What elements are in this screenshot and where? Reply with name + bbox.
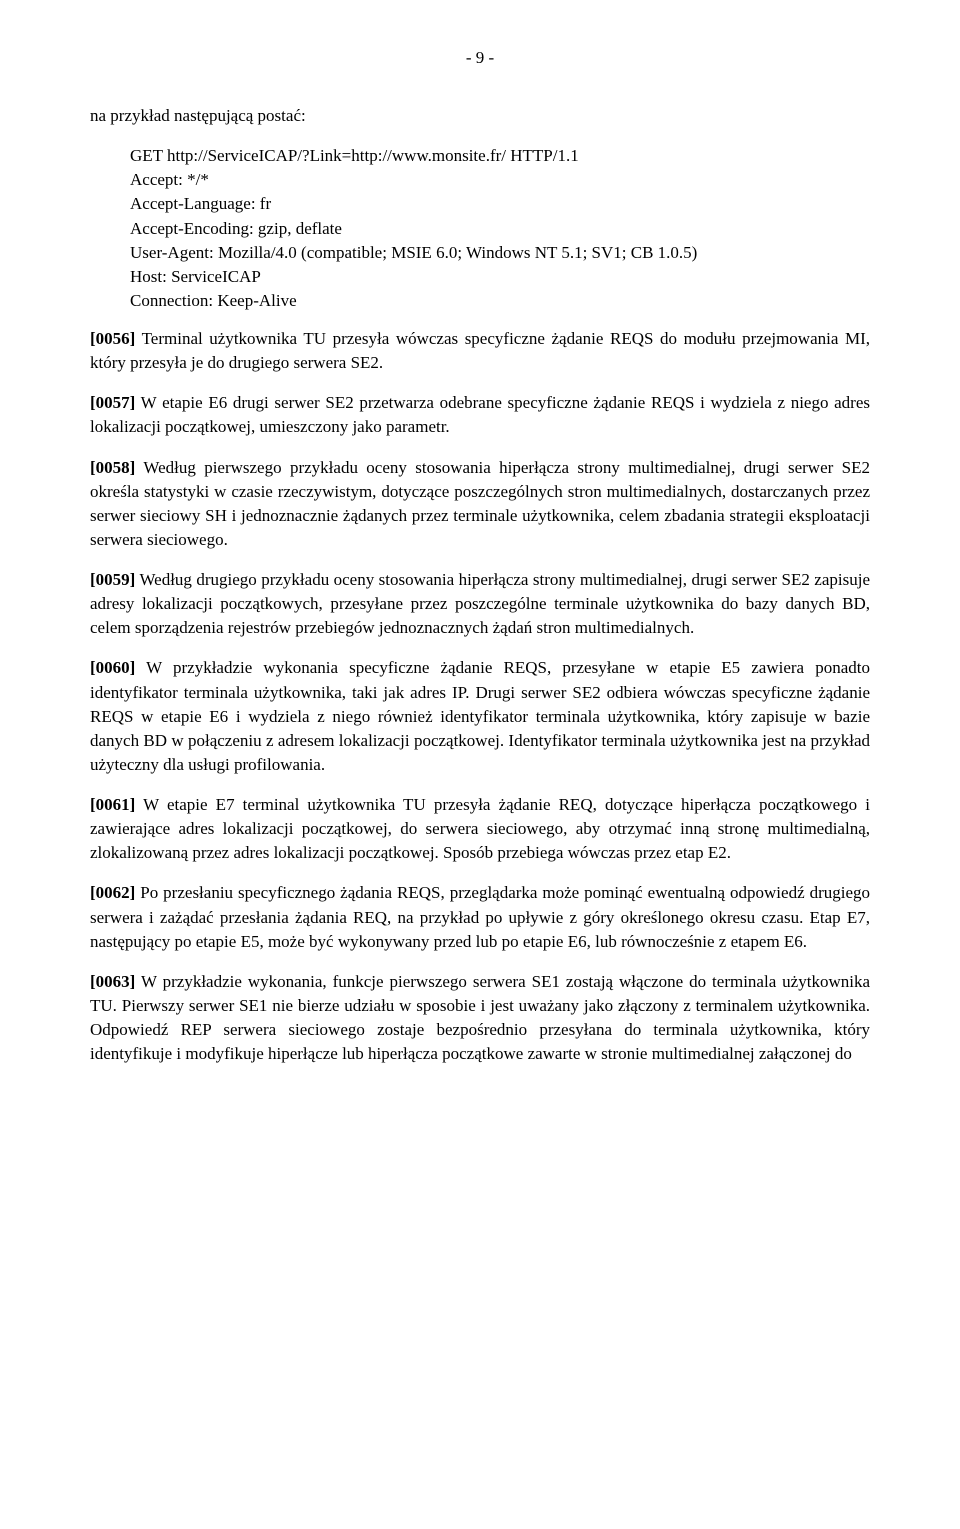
http-line-3: Accept-Language: fr <box>130 192 870 216</box>
para-prefix-0060: [0060] <box>90 658 135 677</box>
para-text-0062: Po przesłaniu specyficznego żądania REQS… <box>90 883 870 950</box>
paragraph-0057: [0057] W etapie E6 drugi serwer SE2 prze… <box>90 391 870 439</box>
para-text-0059: Według drugiego przykładu oceny stosowan… <box>90 570 870 637</box>
intro-paragraph: na przykład następującą postać: <box>90 104 870 128</box>
para-prefix-0056: [0056] <box>90 329 135 348</box>
paragraph-0061: [0061] W etapie E7 terminal użytkownika … <box>90 793 870 865</box>
paragraph-0056: [0056] Terminal użytkownika TU przesyła … <box>90 327 870 375</box>
para-text-0057: W etapie E6 drugi serwer SE2 przetwarza … <box>90 393 870 436</box>
para-prefix-0057: [0057] <box>90 393 135 412</box>
paragraph-0058: [0058] Według pierwszego przykładu oceny… <box>90 456 870 553</box>
paragraph-0060: [0060] W przykładzie wykonania specyficz… <box>90 656 870 777</box>
para-prefix-0062: [0062] <box>90 883 135 902</box>
para-text-0060: W przykładzie wykonania specyficzne żąda… <box>90 658 870 774</box>
document-page: - 9 - na przykład następującą postać: GE… <box>0 0 960 1130</box>
http-line-5: User-Agent: Mozilla/4.0 (compatible; MSI… <box>130 241 870 265</box>
paragraph-0062: [0062] Po przesłaniu specyficznego żądan… <box>90 881 870 953</box>
http-line-1: GET http://ServiceICAP/?Link=http://www.… <box>130 144 870 168</box>
paragraph-0059: [0059] Według drugiego przykładu oceny s… <box>90 568 870 640</box>
http-request-block: GET http://ServiceICAP/?Link=http://www.… <box>130 144 870 313</box>
para-prefix-0063: [0063] <box>90 972 135 991</box>
para-prefix-0059: [0059] <box>90 570 135 589</box>
http-line-4: Accept-Encoding: gzip, deflate <box>130 217 870 241</box>
http-line-2: Accept: */* <box>130 168 870 192</box>
para-text-0056: Terminal użytkownika TU przesyła wówczas… <box>90 329 870 372</box>
para-text-0058: Według pierwszego przykładu oceny stosow… <box>90 458 870 549</box>
http-line-6: Host: ServiceICAP <box>130 265 870 289</box>
http-line-7: Connection: Keep-Alive <box>130 289 870 313</box>
para-prefix-0061: [0061] <box>90 795 135 814</box>
paragraph-0063: [0063] W przykładzie wykonania, funkcje … <box>90 970 870 1067</box>
para-prefix-0058: [0058] <box>90 458 135 477</box>
page-number: - 9 - <box>90 48 870 68</box>
para-text-0063: W przykładzie wykonania, funkcje pierwsz… <box>90 972 870 1063</box>
para-text-0061: W etapie E7 terminal użytkownika TU prze… <box>90 795 870 862</box>
